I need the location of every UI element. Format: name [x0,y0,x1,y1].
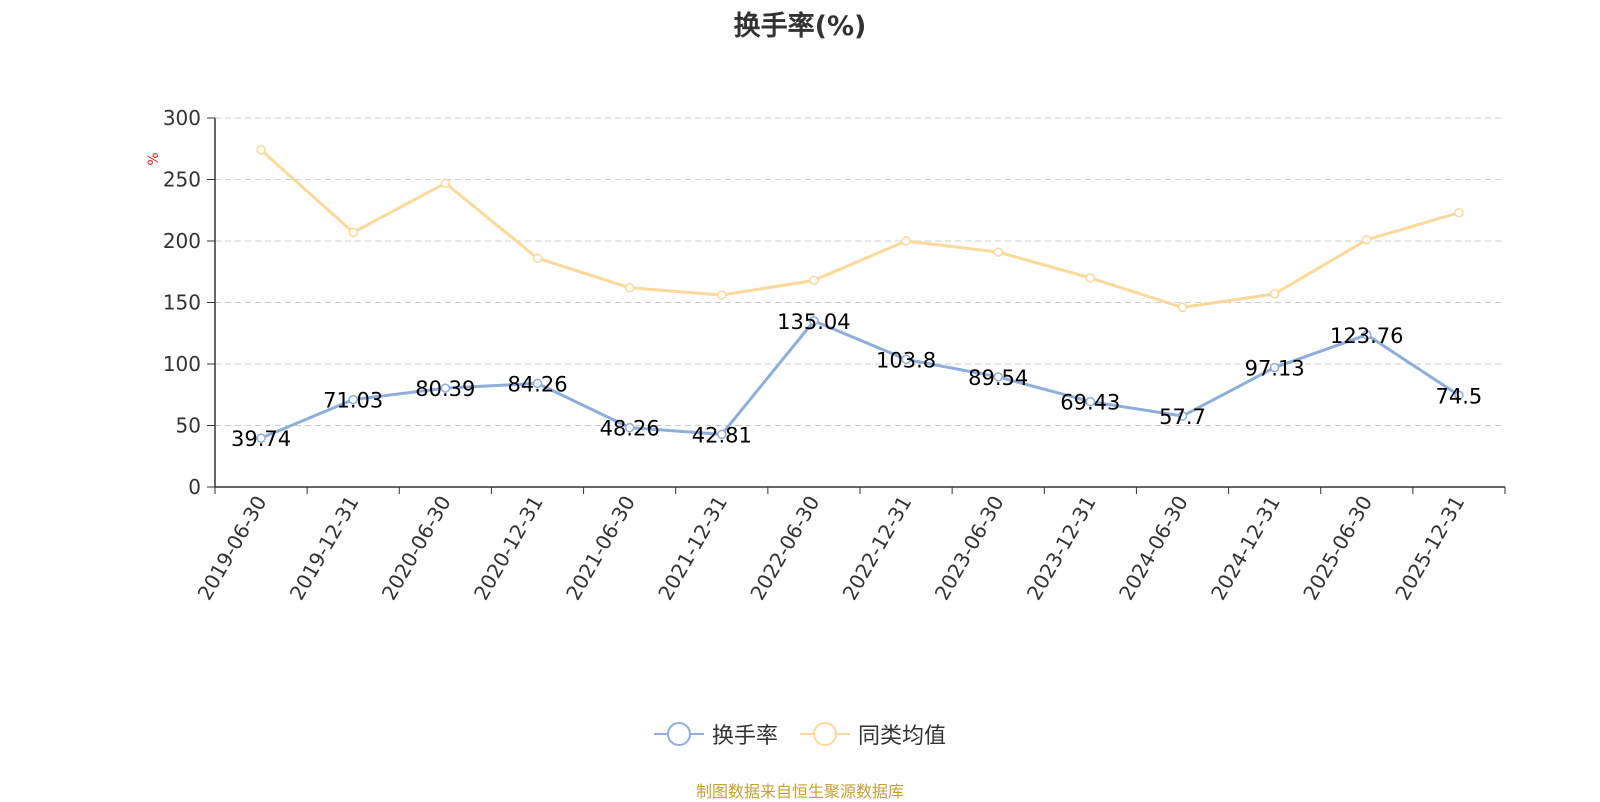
x-tick-label: 2024-06-30 [1114,492,1193,605]
x-tick-label: 2020-06-30 [377,492,456,605]
y-tick-label: 150 [163,291,201,315]
legend-label: 换手率 [711,724,778,749]
data-point [993,372,1003,382]
x-tick-label: 2022-06-30 [745,492,824,605]
series-line-2 [260,148,1460,309]
data-label: 123.76 [1330,324,1403,348]
data-label: 80.39 [415,377,475,401]
series-lines [256,145,1464,443]
series-line-1 [260,319,1460,440]
data-labels: 39.74 71.03 80.39 84.26 48.26 42.81 135.04 103.… [231,310,1482,451]
x-tick-label: 2019-12-31 [285,492,364,605]
data-point [532,253,543,263]
data-point [440,178,451,188]
data-point [993,247,1003,257]
data-point [901,236,911,246]
x-tick-label: 2025-06-30 [1298,492,1377,605]
data-point [256,433,266,443]
data-point [1362,330,1372,340]
data-label: 135.04 [777,310,850,334]
x-tick-label: 2023-12-31 [1022,492,1101,605]
data-point [717,290,727,300]
data-point [1269,362,1280,373]
data-point [532,378,543,389]
source-note: 制图数据来自恒生聚源数据库 [695,782,904,801]
y-tick-label: 300 [163,106,201,130]
y-tick-label: 250 [163,168,201,192]
x-tick-label: 2024-12-31 [1206,492,1285,605]
data-point [717,429,727,440]
x-tick-label: 2025-12-31 [1390,492,1469,605]
data-point [809,275,819,286]
data-label: 39.74 [231,427,291,451]
data-point [1269,289,1280,299]
y-axis-label: % [146,152,162,165]
y-tick-label: 200 [163,229,201,253]
data-point [256,145,266,155]
data-point [901,354,911,365]
data-label: 69.43 [1060,391,1120,415]
data-label: 103.8 [876,348,936,372]
data-label: 71.03 [323,389,383,413]
legend-line-circle-icon [800,721,850,747]
x-tick-label: 2021-12-31 [653,492,732,605]
data-point [624,422,635,433]
data-point [1177,411,1188,421]
legend-item-2[interactable]: 同类均值 [800,718,946,750]
x-tick-label: 2023-06-30 [930,492,1009,605]
data-point [348,394,358,405]
data-label: 84.26 [507,372,567,396]
data-point [1454,390,1464,401]
data-point [1454,207,1464,218]
x-tick-label: 2021-06-30 [561,492,640,605]
data-label: 74.5 [1436,384,1483,408]
x-tick-label: 2020-12-31 [469,492,548,605]
legend-item-1[interactable]: 换手率 [653,718,778,750]
data-label: 48.26 [600,417,660,441]
legend: 换手率 同类均值 [0,718,1600,750]
data-point [1085,273,1096,283]
data-point [809,316,819,326]
legend-label: 同类均值 [858,724,947,749]
y-tick-label: 0 [188,475,201,499]
data-point [1362,235,1372,245]
chart-title: 换手率(%) [733,11,867,42]
grid-lines [215,117,1505,426]
legend-line-circle-icon [653,721,704,747]
y-tick-label: 100 [163,352,201,376]
x-tick-label: 2022-12-31 [837,492,916,605]
data-label: 42.81 [692,423,752,447]
data-point [348,227,358,238]
x-tick-label: 2019-06-30 [192,492,271,605]
data-label: 57.7 [1159,405,1206,429]
data-point [1177,302,1188,313]
data-label: 89.54 [968,366,1028,390]
data-label: 97.13 [1245,357,1305,381]
data-point [1085,396,1096,407]
data-point [624,282,635,293]
y-tick-label: 50 [176,414,201,438]
data-point [440,383,451,393]
